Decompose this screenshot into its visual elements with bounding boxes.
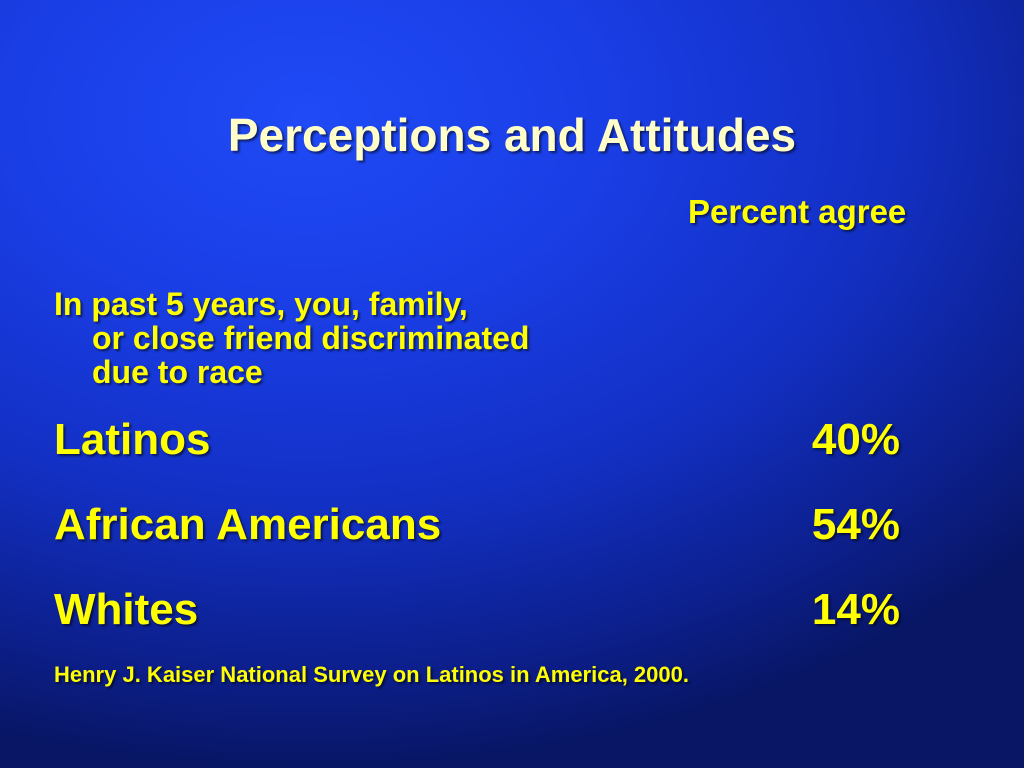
result-row-african-americans: African Americans 54% (54, 497, 900, 553)
result-row-latinos: Latinos 40% (54, 412, 900, 468)
question-line: or close friend discriminated (92, 320, 530, 356)
row-value: 40% (811, 415, 900, 464)
question-line: due to race (92, 354, 263, 390)
row-value: 14% (811, 585, 900, 634)
survey-question: In past 5 years, you, family, or close f… (54, 287, 529, 389)
question-line: In past 5 years, you, family, (54, 286, 468, 322)
source-citation: Henry J. Kaiser National Survey on Latin… (54, 662, 689, 687)
row-label: Latinos (54, 415, 211, 464)
row-label: African Americans (54, 500, 442, 549)
row-value: 54% (811, 500, 900, 549)
column-header: Percent agree (688, 193, 907, 230)
result-row-whites: Whites 14% (54, 582, 900, 638)
row-label: Whites (54, 585, 199, 634)
slide-title: Perceptions and Attitudes (227, 109, 797, 161)
